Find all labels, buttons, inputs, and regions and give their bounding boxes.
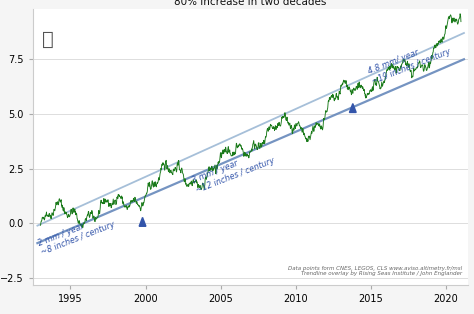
Polygon shape	[139, 217, 146, 226]
Polygon shape	[349, 104, 356, 112]
Text: Data points form CNES, LEGOS, CLS www.aviso.altimetry.fr/msl
Trendline overlay b: Data points form CNES, LEGOS, CLS www.av…	[288, 266, 462, 276]
Text: 3 mm / year
~12 inches / century: 3 mm / year ~12 inches / century	[191, 146, 276, 195]
Text: 🛰: 🛰	[42, 30, 53, 49]
Text: 2 mm / year
~8 inches / century: 2 mm / year ~8 inches / century	[36, 211, 117, 257]
Title: Precision Satellite Measurement of Sea
Level Shows Increasing Rate of Rise
(acce: Precision Satellite Measurement of Sea L…	[149, 0, 353, 7]
Text: 4.8 mm/ year
~19 inches / century: 4.8 mm/ year ~19 inches / century	[367, 37, 452, 85]
